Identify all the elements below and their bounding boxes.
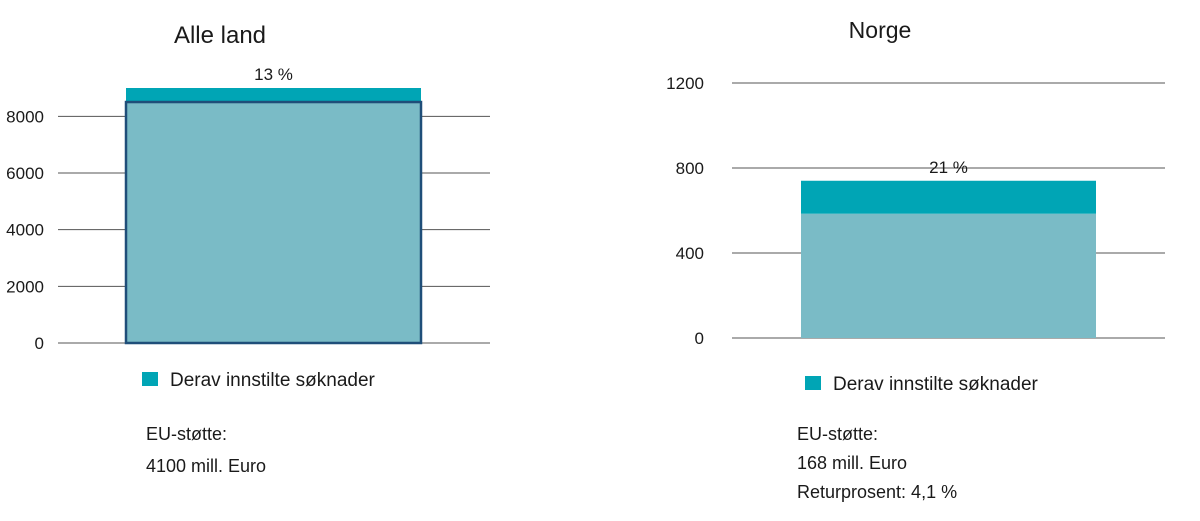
y-tick-label: 800 [676,159,704,178]
bar-total [126,102,421,344]
y-tick-label: 400 [676,244,704,263]
bar-percent-label: 13 % [254,65,293,84]
chart-note: 168 mill. Euro [797,453,907,473]
y-tick-label: 6000 [6,164,44,183]
legend-label: Derav innstilte søknader [833,374,1039,395]
y-tick-label: 8000 [6,107,44,126]
bar-segment-innstilte [126,88,421,103]
y-tick-label: 4000 [6,221,44,240]
bar-percent-label: 21 % [929,158,968,177]
bar-total [801,213,1096,338]
legend-swatch [805,376,821,390]
bar-segment-innstilte [801,180,1096,214]
chart-title: Alle land [174,22,266,49]
chart-note: EU-støtte: [797,424,878,444]
legend-label: Derav innstilte søknader [170,370,376,391]
legend-swatch [142,372,158,386]
y-tick-label: 0 [35,334,44,353]
chart-note: Returprosent: 4,1 % [797,482,957,502]
chart-panel-0: Alle land 0 2000 4000 6000 8000 13 % Derav inns… [6,22,490,476]
chart-panel-1: Norge 0 400 800 1200 21 % Derav innstilte søkn… [666,17,1165,502]
y-tick-label: 2000 [6,277,44,296]
bar-outline [124,100,423,345]
chart-title: Norge [849,17,912,43]
y-tick-label: 0 [695,329,704,348]
chart-note: EU-støtte: [146,424,227,444]
chart-note: 4100 mill. Euro [146,456,266,476]
y-tick-label: 1200 [666,74,704,93]
